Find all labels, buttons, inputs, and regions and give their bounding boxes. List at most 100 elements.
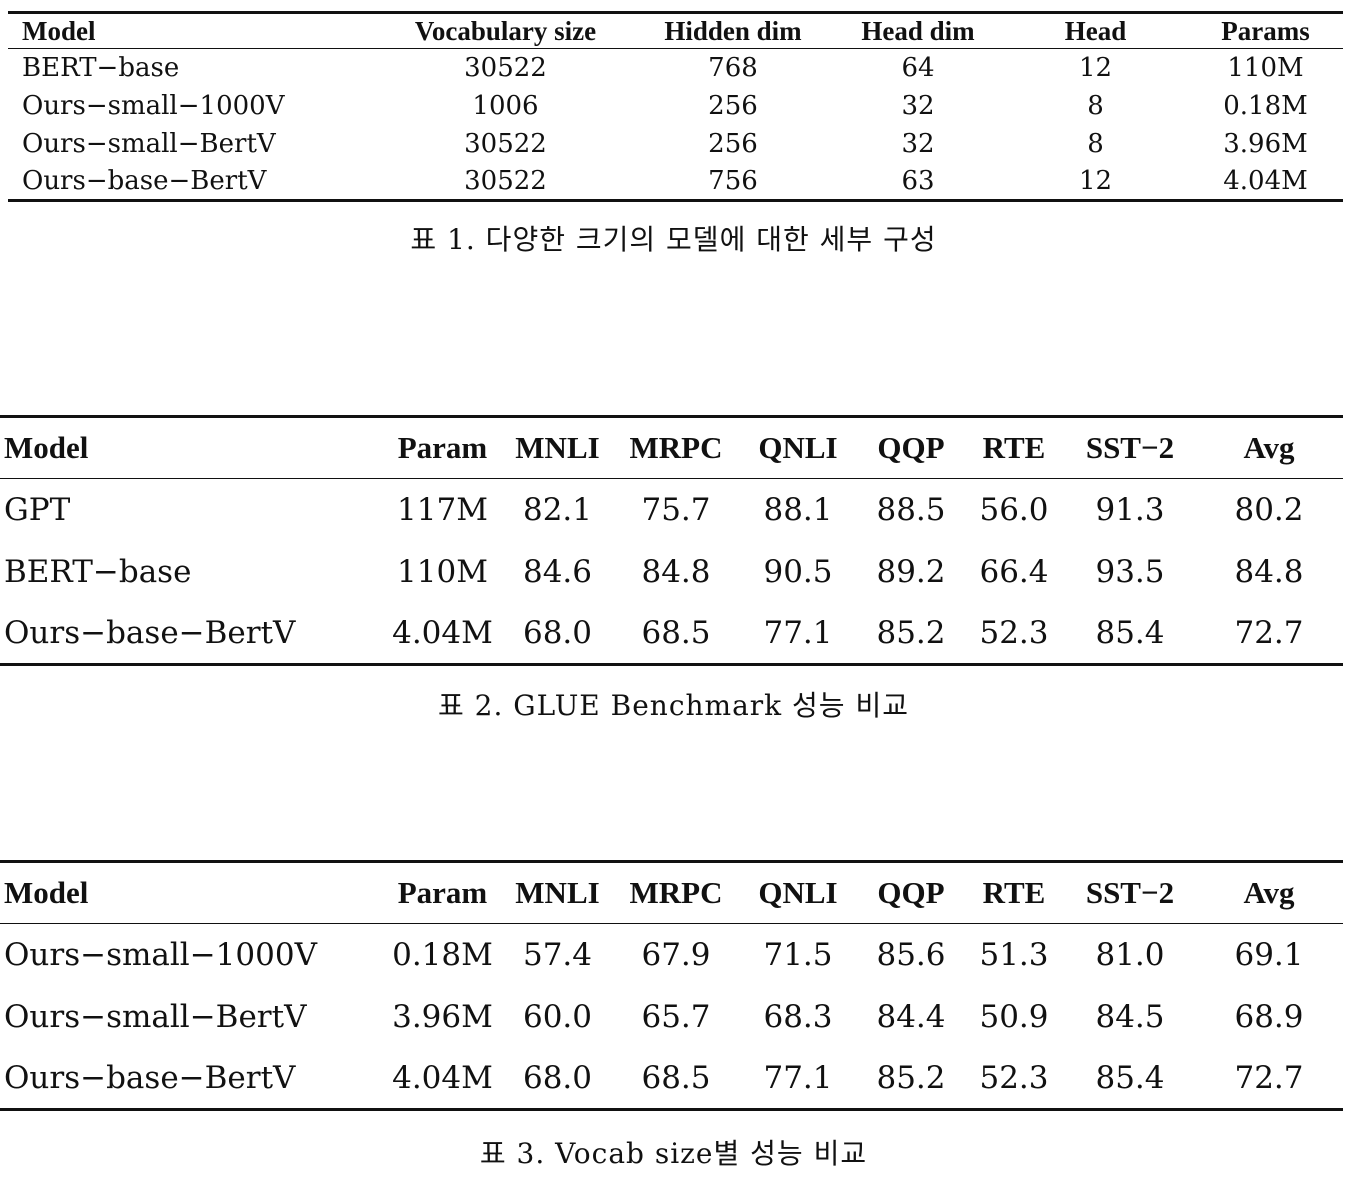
table-cell: Ours−small−BertV xyxy=(4,998,307,1035)
table-cell: 68.5 xyxy=(615,1047,737,1111)
table-row: Ours−small−BertV 3.96M 60.0 65.7 68.3 84… xyxy=(0,986,1343,1048)
header-cell: MNLI xyxy=(500,415,615,479)
table-cell: BERT−base xyxy=(4,553,192,590)
table-cell: 32 xyxy=(901,128,935,159)
table-cell: 84.4 xyxy=(876,998,946,1035)
table-row: BERT−base 30522 768 64 12 110M xyxy=(8,49,1343,87)
table-cell: 84.8 xyxy=(641,553,711,590)
table-cell: 82.1 xyxy=(522,491,593,528)
header-cell: QNLI xyxy=(737,860,859,924)
table-cell: 90.5 xyxy=(763,553,833,590)
header-cell: Params xyxy=(1188,11,1343,49)
table-cell: 0.18M xyxy=(1223,90,1308,121)
table-cell: 66.4 xyxy=(979,553,1049,590)
header-cell: Head xyxy=(1003,11,1188,49)
table-cell: 52.3 xyxy=(963,602,1065,666)
table-cell: 68.0 xyxy=(500,1047,615,1111)
header-cell: Model xyxy=(0,860,385,924)
table-cell: 93.5 xyxy=(1095,553,1165,590)
header-cell: QNLI xyxy=(737,415,859,479)
table-cell: 71.5 xyxy=(763,936,833,973)
table-cell: 8 xyxy=(1087,128,1104,159)
header-cell: Avg xyxy=(1195,415,1343,479)
header-cell: Param xyxy=(385,415,500,479)
table-cell: 67.9 xyxy=(641,936,711,973)
table-cell: 110M xyxy=(397,553,488,590)
header-cell: RTE xyxy=(963,415,1065,479)
table-cell: 77.1 xyxy=(737,602,859,666)
header-cell: Hidden dim xyxy=(633,11,833,49)
table-row: Ours−base−BertV 4.04M 68.0 68.5 77.1 85.… xyxy=(0,602,1343,666)
table-header-row: Model Param MNLI MRPC QNLI QQP RTE SST−2… xyxy=(0,860,1343,924)
table-cell: 77.1 xyxy=(737,1047,859,1111)
table-cell: 57.4 xyxy=(522,936,593,973)
table-cell: 75.7 xyxy=(641,491,711,528)
table-cell: 85.2 xyxy=(859,1047,963,1111)
table-cell: Ours−base−BertV xyxy=(8,162,378,202)
table-cell: 756 xyxy=(633,162,833,202)
table-cell: 50.9 xyxy=(979,998,1049,1035)
table-cell: 69.1 xyxy=(1234,936,1304,973)
header-cell: SST−2 xyxy=(1065,415,1195,479)
header-cell: Param xyxy=(385,860,500,924)
table-row: BERT−base 110M 84.6 84.8 90.5 89.2 66.4 … xyxy=(0,541,1343,603)
table-row: Ours−small−1000V 0.18M 57.4 67.9 71.5 85… xyxy=(0,924,1343,986)
table-cell: Ours−small−1000V xyxy=(22,90,285,121)
table-cell: 63 xyxy=(833,162,1003,202)
table-cell: 4.04M xyxy=(385,602,500,666)
table-cell: 117M xyxy=(397,491,488,528)
header-cell: Vocabulary size xyxy=(378,11,633,49)
vocab-size-table: Model Param MNLI MRPC QNLI QQP RTE SST−2… xyxy=(0,860,1343,1111)
table-cell: 85.6 xyxy=(876,936,946,973)
table-cell: 30522 xyxy=(464,52,547,83)
table-cell: 84.8 xyxy=(1234,553,1304,590)
table-cell: 256 xyxy=(708,128,758,159)
table-row: Ours−small−BertV 30522 256 32 8 3.96M xyxy=(8,125,1343,163)
table-cell: BERT−base xyxy=(22,52,180,83)
table-cell: 68.9 xyxy=(1234,998,1304,1035)
glue-benchmark-table: Model Param MNLI MRPC QNLI QQP RTE SST−2… xyxy=(0,415,1343,666)
table-cell: 81.0 xyxy=(1095,936,1165,973)
table-cell: Ours−small−1000V xyxy=(4,936,317,973)
header-cell: QQP xyxy=(859,860,963,924)
table-row: Ours−small−1000V 1006 256 32 8 0.18M xyxy=(8,87,1343,125)
table-cell: 8 xyxy=(1087,90,1104,121)
table-cell: Ours−base−BertV xyxy=(0,1047,385,1111)
table-row: Ours−base−BertV 4.04M 68.0 68.5 77.1 85.… xyxy=(0,1047,1343,1111)
header-cell: Model xyxy=(0,415,385,479)
table-cell: 30522 xyxy=(464,128,547,159)
table-cell: 3.96M xyxy=(392,998,493,1035)
table-row: Ours−base−BertV 30522 756 63 12 4.04M xyxy=(8,162,1343,202)
table-cell: 68.0 xyxy=(500,602,615,666)
table-caption: 표 1. 다양한 크기의 모델에 대한 세부 구성 xyxy=(410,223,937,256)
table-cell: 80.2 xyxy=(1234,491,1304,528)
table-cell: 256 xyxy=(708,90,758,121)
table-cell: 89.2 xyxy=(876,553,946,590)
table-cell: 88.1 xyxy=(763,491,833,528)
table-cell: 88.5 xyxy=(876,491,946,528)
table-caption: 표 3. Vocab size별 성능 비교 xyxy=(479,1137,868,1170)
table-cell: 30522 xyxy=(378,162,633,202)
table-cell: 84.5 xyxy=(1095,998,1165,1035)
table-row: GPT 117M 82.1 75.7 88.1 88.5 56.0 91.3 8… xyxy=(0,479,1343,541)
table-cell: Ours−small−BertV xyxy=(22,128,276,159)
table-cell: 85.2 xyxy=(859,602,963,666)
header-cell: MRPC xyxy=(615,860,737,924)
table-cell: 32 xyxy=(901,90,935,121)
table-cell: Ours−base−BertV xyxy=(0,602,385,666)
header-cell: Head dim xyxy=(833,11,1003,49)
table-header-row: Model Param MNLI MRPC QNLI QQP RTE SST−2… xyxy=(0,415,1343,479)
table-cell: 68.3 xyxy=(763,998,833,1035)
header-cell: RTE xyxy=(963,860,1065,924)
table-cell: 85.4 xyxy=(1065,602,1195,666)
table-cell: 72.7 xyxy=(1195,602,1343,666)
model-config-table: Model Vocabulary size Hidden dim Head di… xyxy=(8,11,1343,202)
table-cell: 72.7 xyxy=(1195,1047,1343,1111)
table-cell: 68.5 xyxy=(615,602,737,666)
header-cell: MNLI xyxy=(500,860,615,924)
header-cell: MRPC xyxy=(615,415,737,479)
table-cell: 768 xyxy=(708,52,758,83)
table-cell: GPT xyxy=(4,491,71,528)
table-cell: 52.3 xyxy=(963,1047,1065,1111)
table-cell: 60.0 xyxy=(522,998,593,1035)
